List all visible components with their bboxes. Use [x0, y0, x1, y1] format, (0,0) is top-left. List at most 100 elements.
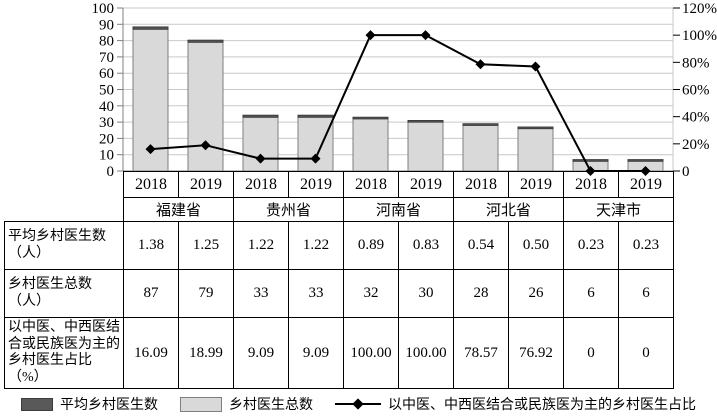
province-cell: 贵州省: [233, 197, 344, 222]
right-axis-label: 60%: [682, 83, 710, 99]
legend-diamond-icon: [352, 398, 364, 410]
value-cell: 0.23: [563, 221, 619, 270]
value-cell: 0: [618, 316, 674, 390]
right-axis-label: 20%: [682, 137, 710, 153]
value-cell: 100.00: [398, 316, 454, 390]
year-cell: 2018: [453, 171, 509, 198]
left-axis-label: 70: [99, 50, 114, 66]
row-label: 以中医、中西医结合或民族医为主的乡村医生占比（%）: [4, 316, 124, 390]
year-cell: 2019: [508, 171, 564, 198]
province-cell: 天津市: [563, 197, 674, 222]
value-cell: 0.83: [398, 221, 454, 270]
right-axis-label: 40%: [682, 110, 710, 126]
year-cell: 2019: [398, 171, 454, 198]
province-cell: 福建省: [123, 197, 234, 222]
diamond-marker: [475, 59, 486, 70]
value-cell: 32: [343, 269, 399, 318]
value-cell: 0.54: [453, 221, 509, 270]
legend-item: 以中医、中西医结合或民族医为主的乡村医生占比: [335, 394, 696, 414]
value-cell: 1.22: [233, 221, 289, 270]
data-table: 2018 2019 2018 2019 2018 2019 2018 2019 2018 2019…: [4, 171, 674, 390]
value-cell: 0: [563, 316, 619, 390]
row-label: 平均乡村医生数（人）: [4, 221, 124, 270]
right-axis-label: 0: [682, 164, 690, 180]
left-axis-label: 80: [99, 34, 114, 50]
diamond-marker: [365, 30, 376, 41]
bar-total: [352, 118, 389, 172]
table-corner-blank: [5, 172, 124, 198]
left-axis-label: 20: [99, 131, 114, 147]
light-bar-swatch-icon: [180, 396, 222, 412]
diamond-marker: [255, 153, 266, 164]
year-cell: 2018: [343, 171, 399, 198]
diamond-marker: [420, 30, 431, 41]
bar-total: [407, 121, 444, 172]
bar-average: [462, 123, 499, 126]
value-cell: 78.57: [453, 316, 509, 390]
value-cell: 9.09: [233, 316, 289, 390]
diamond-marker: [145, 144, 156, 155]
year-cell: 2019: [618, 171, 674, 198]
bar-total: [517, 128, 554, 172]
legend-item: 乡村医生总数: [180, 394, 313, 414]
bar-average: [297, 114, 334, 118]
value-cell: 33: [288, 269, 344, 318]
right-axis-label: 100%: [682, 28, 717, 44]
chart-legend: 平均乡村医生数 乡村医生总数 以中医、中西医结合或民族医为主的乡村医生占比: [0, 393, 717, 415]
bar-total: [462, 124, 499, 172]
bar-average: [352, 116, 389, 120]
value-cell: 18.99: [178, 316, 234, 390]
left-axis-label: 0: [107, 164, 115, 180]
legend-label: 以中医、中西医结合或民族医为主的乡村医生占比: [388, 398, 696, 413]
year-cell: 2018: [123, 171, 179, 198]
value-cell: 1.38: [123, 221, 179, 270]
diamond-marker: [530, 61, 541, 72]
province-cell: 河南省: [343, 197, 454, 222]
bar-average: [572, 159, 609, 162]
left-axis-label: 60: [99, 66, 114, 82]
bar-average: [517, 126, 554, 130]
year-cell: 2018: [233, 171, 289, 198]
table-corner-blank: [5, 198, 124, 222]
value-cell: 30: [398, 269, 454, 318]
year-cell: 2019: [178, 171, 234, 198]
left-axis-label: 10: [99, 148, 114, 164]
value-cell: 0.89: [343, 221, 399, 270]
left-axis-label: 30: [99, 115, 114, 131]
left-axis-label: 100: [92, 1, 115, 17]
value-cell: 33: [233, 269, 289, 318]
bar-average: [242, 114, 279, 118]
diamond-marker: [310, 153, 321, 164]
combo-bar-line-chart: 0102030405060708090100020%40%60%80%100%1…: [92, 1, 717, 180]
legend-label: 乡村医生总数: [229, 398, 313, 413]
year-cell: 2019: [288, 171, 344, 198]
value-cell: 0.50: [508, 221, 564, 270]
value-cell: 16.09: [123, 316, 179, 390]
value-cell: 100.00: [343, 316, 399, 390]
bar-average: [132, 26, 169, 30]
value-cell: 76.92: [508, 316, 564, 390]
province-cell: 河北省: [453, 197, 564, 222]
diamond-marker: [200, 140, 211, 151]
value-cell: 87: [123, 269, 179, 318]
left-axis-label: 90: [99, 17, 114, 33]
percentage-line: [150, 34, 646, 172]
value-cell: 28: [453, 269, 509, 318]
line-diamond-swatch-icon: [335, 398, 381, 410]
bar-average: [187, 39, 224, 43]
value-cell: 1.22: [288, 221, 344, 270]
year-cell: 2018: [563, 171, 619, 198]
value-cell: 6: [563, 269, 619, 318]
value-cell: 79: [178, 269, 234, 318]
value-cell: 9.09: [288, 316, 344, 390]
value-cell: 0.23: [618, 221, 674, 270]
right-axis-label: 80%: [682, 55, 710, 71]
bar-total: [187, 41, 224, 172]
left-axis-label: 40: [99, 99, 114, 115]
legend-label: 平均乡村医生数: [60, 398, 158, 413]
right-axis-label: 120%: [682, 1, 717, 17]
legend-item: 平均乡村医生数: [21, 394, 158, 414]
value-cell: 6: [618, 269, 674, 318]
left-axis-label: 50: [99, 83, 114, 99]
